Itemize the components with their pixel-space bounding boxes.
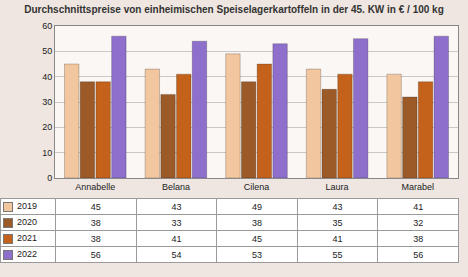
html-text:56: 56 [413,249,424,260]
html-text:32: 32 [413,217,424,228]
svg-text:50: 50 [42,46,52,56]
html-text:38: 38 [413,233,424,244]
svg-text:Marabel: Marabel [401,182,434,192]
html-text:54: 54 [171,249,182,260]
svg-text:40: 40 [42,72,52,82]
html-text:49: 49 [252,201,262,212]
svg-text:Durchschnittspreise von einhei: Durchschnittspreise von einheimischen Sp… [24,4,444,15]
svg-text:Cilena: Cilena [244,182,270,192]
html-text:41: 41 [171,233,182,244]
html-text:41: 41 [413,201,424,212]
html-text:38: 38 [90,217,101,228]
svg-text:Annabelle: Annabelle [75,182,115,192]
html-text:33: 33 [171,217,182,228]
svg-text:30: 30 [42,97,52,107]
html-text:43: 43 [171,201,182,212]
html-text:55: 55 [332,249,343,260]
html-text:38: 38 [252,217,262,228]
html-text:38: 38 [90,233,101,244]
html-text:2022: 2022 [17,249,37,260]
svg-text:10: 10 [42,148,52,158]
html-text:45: 45 [90,201,101,212]
html-text:53: 53 [252,249,262,260]
html-text:2020: 2020 [17,217,37,228]
html-text:41: 41 [332,233,343,244]
svg-text:Laura: Laura [326,182,349,192]
svg-text:0: 0 [47,173,52,183]
html-text:35: 35 [332,217,343,228]
html-text:43: 43 [332,201,343,212]
html-text:2021: 2021 [17,233,37,244]
html-text:45: 45 [252,233,262,244]
svg-text:Belana: Belana [162,182,190,192]
svg-text:20: 20 [42,122,52,132]
html-text:2019: 2019 [17,201,37,212]
html-text:56: 56 [90,249,101,260]
svg-text:60: 60 [42,21,52,31]
